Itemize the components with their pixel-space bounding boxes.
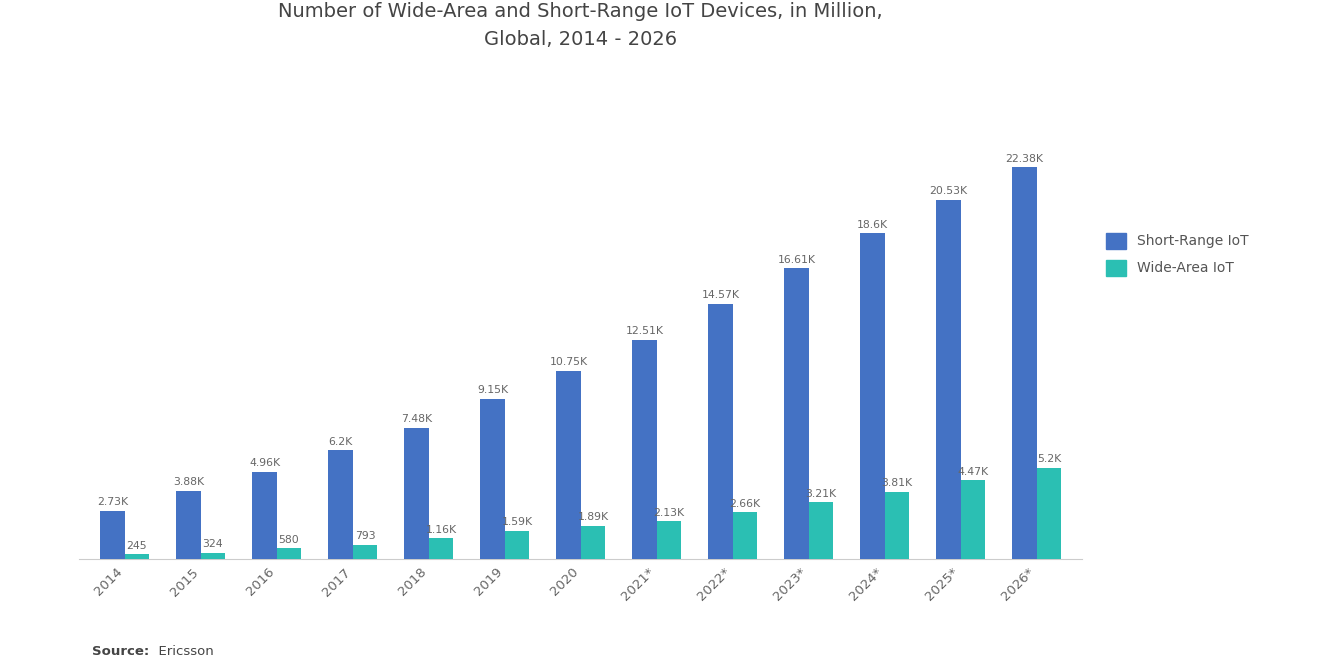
Bar bbox=[504, 531, 529, 559]
Text: 14.57K: 14.57K bbox=[702, 291, 739, 301]
Bar bbox=[557, 370, 581, 559]
Text: 18.6K: 18.6K bbox=[857, 220, 888, 230]
Bar bbox=[784, 268, 809, 559]
Title: Number of Wide-Area and Short-Range IoT Devices, in Million,
Global, 2014 - 2026: Number of Wide-Area and Short-Range IoT … bbox=[279, 2, 883, 49]
Bar bbox=[480, 398, 504, 559]
Text: 3.81K: 3.81K bbox=[882, 479, 912, 489]
Text: 580: 580 bbox=[279, 535, 300, 545]
Bar bbox=[404, 428, 429, 559]
Bar bbox=[884, 492, 909, 559]
Text: 2.73K: 2.73K bbox=[98, 497, 128, 507]
Text: 2.66K: 2.66K bbox=[730, 499, 760, 509]
Bar bbox=[733, 512, 758, 559]
Legend: Short-Range IoT, Wide-Area IoT: Short-Range IoT, Wide-Area IoT bbox=[1100, 225, 1255, 283]
Text: 16.61K: 16.61K bbox=[777, 255, 816, 265]
Bar bbox=[429, 538, 453, 559]
Bar bbox=[936, 200, 961, 559]
Bar bbox=[100, 511, 125, 559]
Text: 324: 324 bbox=[203, 539, 223, 549]
Text: 793: 793 bbox=[355, 531, 375, 541]
Text: 2.13K: 2.13K bbox=[653, 508, 685, 518]
Bar bbox=[352, 545, 378, 559]
Text: 7.48K: 7.48K bbox=[401, 414, 432, 424]
Bar bbox=[277, 549, 301, 559]
Text: 1.89K: 1.89K bbox=[577, 512, 609, 522]
Bar bbox=[1012, 167, 1036, 559]
Bar bbox=[861, 233, 884, 559]
Bar bbox=[125, 555, 149, 559]
Bar bbox=[809, 503, 833, 559]
Bar bbox=[657, 521, 681, 559]
Text: Source:: Source: bbox=[92, 645, 149, 658]
Text: 245: 245 bbox=[127, 541, 148, 551]
Bar bbox=[961, 480, 985, 559]
Bar bbox=[632, 340, 657, 559]
Text: 10.75K: 10.75K bbox=[549, 357, 587, 367]
Bar bbox=[329, 450, 352, 559]
Text: 1.16K: 1.16K bbox=[425, 525, 457, 535]
Text: 9.15K: 9.15K bbox=[477, 385, 508, 395]
Text: 3.88K: 3.88K bbox=[173, 477, 205, 487]
Text: 22.38K: 22.38K bbox=[1006, 154, 1044, 164]
Text: 12.51K: 12.51K bbox=[626, 327, 664, 336]
Text: 4.47K: 4.47K bbox=[957, 467, 989, 477]
Bar bbox=[1036, 467, 1061, 559]
Text: 6.2K: 6.2K bbox=[329, 437, 352, 447]
Text: 20.53K: 20.53K bbox=[929, 186, 968, 196]
Bar bbox=[252, 472, 277, 559]
Bar bbox=[709, 304, 733, 559]
Bar bbox=[581, 525, 605, 559]
Text: Ericsson: Ericsson bbox=[150, 645, 214, 658]
Bar bbox=[201, 553, 226, 559]
Text: 5.2K: 5.2K bbox=[1036, 454, 1061, 464]
Text: 1.59K: 1.59K bbox=[502, 517, 532, 527]
Text: 4.96K: 4.96K bbox=[249, 458, 280, 468]
Text: 3.21K: 3.21K bbox=[805, 489, 837, 499]
Bar bbox=[177, 491, 201, 559]
